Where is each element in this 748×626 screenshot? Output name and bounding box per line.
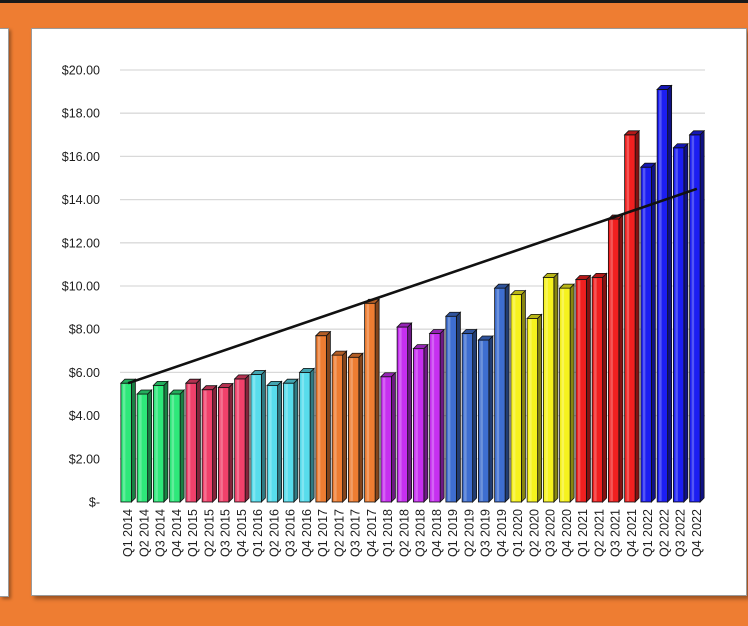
x-tick-label: Q2 2014	[137, 509, 151, 557]
bar	[444, 311, 462, 503]
bar	[168, 389, 186, 503]
trendline	[127, 187, 698, 385]
x-tick-label: Q1 2018	[381, 509, 395, 557]
bar	[412, 343, 429, 503]
x-tick-label: Q1 2020	[511, 509, 525, 557]
bar-chart: $- $2.00 $4.00 $6.00 $8.00 $10.00 $12.00 $14.00…	[62, 64, 706, 557]
x-tick-label: Q1 2016	[251, 509, 265, 557]
x-tick-label: Q2 2021	[592, 509, 606, 557]
x-tick-label: Q2 2015	[202, 509, 216, 557]
bar	[249, 369, 267, 503]
bar	[656, 84, 673, 503]
chart-card: $- $2.00 $4.00 $6.00 $8.00 $10.00 $12.00 $14.00…	[31, 28, 747, 596]
bar	[347, 352, 364, 503]
bar	[233, 373, 251, 503]
x-tick-label: Q4 2014	[170, 509, 184, 557]
x-tick-label: Q4 2020	[560, 509, 574, 557]
x-tick-label: Q2 2018	[397, 509, 411, 557]
x-tick-label: Q2 2017	[332, 509, 346, 557]
bar	[396, 322, 413, 503]
x-tick-label: Q1 2019	[446, 509, 460, 557]
x-tick-label: Q4 2015	[235, 509, 249, 557]
x-tick-label: Q2 2019	[462, 509, 476, 557]
side-panel	[0, 28, 9, 597]
x-tick-label: Q3 2018	[414, 509, 428, 557]
bar	[574, 274, 592, 503]
y-tick-label: $10.00	[62, 280, 100, 294]
bar	[184, 378, 202, 503]
bar	[428, 328, 446, 503]
x-tick-label: Q4 2019	[495, 509, 509, 557]
bar	[591, 272, 608, 503]
x-tick-label: Q3 2021	[609, 509, 623, 557]
y-tick-label: $16.00	[62, 150, 100, 164]
bar	[152, 380, 169, 503]
bar	[526, 313, 543, 503]
bar	[217, 382, 234, 503]
y-tick-label: $18.00	[62, 107, 100, 121]
top-border	[0, 0, 748, 3]
bar	[509, 289, 527, 503]
bar	[639, 162, 657, 503]
y-tick-label: $20.00	[62, 64, 100, 78]
x-tick-label: Q1 2017	[316, 509, 330, 557]
bar	[623, 129, 641, 503]
x-tick-label: Q2 2020	[527, 509, 541, 557]
x-tick-label: Q3 2017	[349, 509, 363, 557]
x-tick-label: Q3 2015	[219, 509, 233, 557]
y-tick-label: $8.00	[69, 323, 100, 337]
x-tick-label: Q3 2014	[154, 509, 168, 557]
bars	[119, 84, 706, 503]
x-tick-label: Q1 2021	[576, 509, 590, 557]
y-tick-label: $-	[89, 496, 100, 510]
y-tick-label: $14.00	[62, 193, 100, 207]
bar	[558, 283, 576, 503]
x-tick-label: Q1 2022	[641, 509, 655, 557]
x-tick-label: Q2 2022	[657, 509, 671, 557]
bar	[477, 335, 494, 503]
y-tick-label: $4.00	[69, 409, 100, 423]
bar	[542, 272, 559, 503]
bar	[461, 328, 478, 503]
x-tick-label: Q4 2016	[300, 509, 314, 557]
trendline-layer	[127, 187, 698, 385]
bar	[379, 371, 397, 503]
bar	[119, 378, 137, 503]
y-tick-label: $6.00	[69, 366, 100, 380]
y-tick-label: $12.00	[62, 236, 100, 250]
x-tick-label: Q3 2019	[479, 509, 493, 557]
bar	[672, 142, 689, 503]
x-tick-label: Q3 2020	[544, 509, 558, 557]
y-axis-tick-labels: $- $2.00 $4.00 $6.00 $8.00 $10.00 $12.00 $14.00…	[62, 64, 100, 510]
x-tick-label: Q3 2016	[284, 509, 298, 557]
bar	[282, 378, 299, 503]
y-tick-label: $2.00	[69, 452, 100, 466]
x-tick-label: Q1 2015	[186, 509, 200, 557]
bar	[607, 214, 624, 503]
bar	[298, 367, 316, 503]
x-tick-label: Q4 2018	[430, 509, 444, 557]
bar	[363, 298, 381, 503]
x-tick-label: Q2 2016	[267, 509, 281, 557]
bar	[201, 384, 218, 503]
x-tick-label: Q4 2017	[365, 509, 379, 557]
x-tick-label: Q4 2022	[690, 509, 704, 557]
bar	[136, 389, 153, 503]
bar	[493, 283, 511, 503]
x-axis-tick-labels: Q1 2014 Q2 2014 Q3 2014 Q4 2014 Q1 2015 Q2 20…	[121, 509, 704, 557]
bar	[314, 330, 332, 503]
bar	[688, 129, 706, 503]
x-tick-label: Q3 2022	[674, 509, 688, 557]
bar	[331, 350, 348, 503]
x-tick-label: Q4 2021	[625, 509, 639, 557]
bar	[266, 380, 283, 503]
x-tick-label: Q1 2014	[121, 509, 135, 557]
